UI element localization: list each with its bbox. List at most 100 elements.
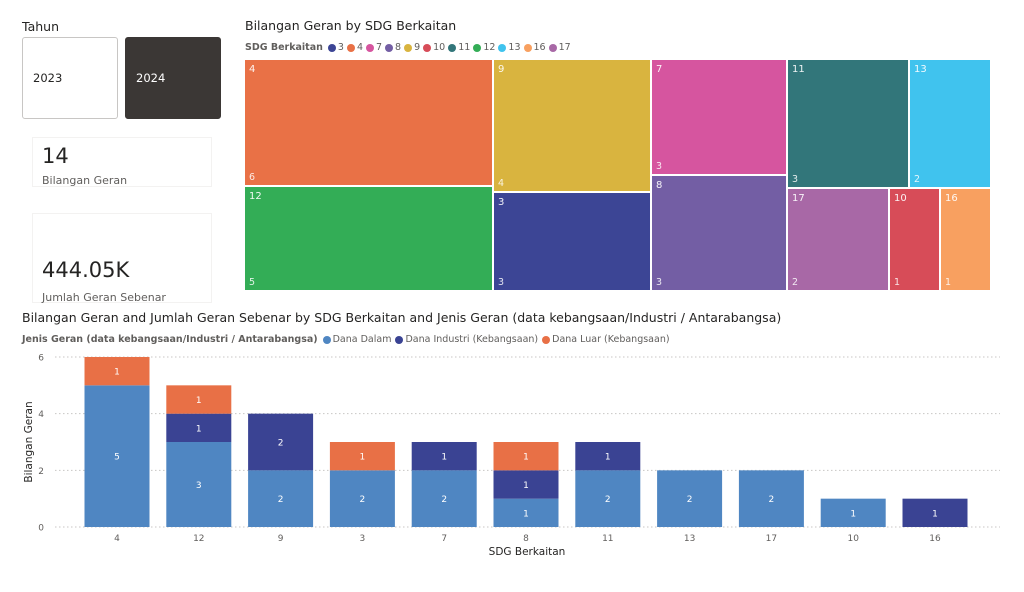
tile-category-label: 17	[792, 193, 805, 204]
bar-data-label: 2	[278, 439, 284, 449]
bar-segment[interactable]	[166, 385, 232, 414]
tile-category-label: 11	[792, 64, 805, 75]
bar-segment[interactable]	[84, 357, 150, 386]
bar-segment[interactable]	[657, 470, 723, 527]
legend-item[interactable]: Dana Luar (Kebangsaan)	[542, 334, 670, 345]
tile-value-label: 1	[945, 277, 952, 288]
legend-dot-icon	[327, 43, 336, 52]
bar-segment[interactable]	[738, 470, 804, 527]
kpi-card-bilangan-geran: 14 Bilangan Geran	[32, 137, 212, 187]
legend-item[interactable]: 17	[548, 42, 571, 53]
bar-data-label: 1	[605, 453, 611, 463]
y-tick-label: 2	[38, 467, 44, 477]
tile-category-label: 13	[914, 64, 927, 75]
tile-category-label: 9	[498, 64, 505, 75]
bar-segment[interactable]	[411, 470, 477, 527]
x-tick-label: 4	[114, 534, 120, 544]
legend-item[interactable]: 7	[366, 42, 382, 53]
tile-value-label: 3	[792, 174, 799, 185]
legend-item[interactable]: 3	[327, 42, 344, 53]
treemap-tile-sdg-11[interactable]: 11 3	[788, 60, 908, 187]
legend-item[interactable]: 12	[473, 42, 495, 53]
legend-item[interactable]: 8	[385, 42, 401, 53]
tile-category-label: 16	[945, 193, 958, 204]
kpi-value: 14	[42, 144, 69, 168]
bar-segment[interactable]	[493, 470, 559, 499]
bar-segment[interactable]	[820, 498, 886, 527]
slicer-title: Tahun	[22, 19, 59, 34]
legend-label: 9	[414, 42, 421, 53]
bar-data-label: 1	[523, 453, 529, 463]
treemap-tile-sdg-16[interactable]: 16 1	[941, 189, 990, 290]
bar-data-label: 1	[523, 509, 529, 519]
x-tick-label: 11	[602, 534, 613, 544]
bar-segment[interactable]	[493, 498, 559, 527]
bar-segment[interactable]	[84, 385, 150, 527]
year-option-2024[interactable]: 2024	[125, 37, 221, 119]
legend-item[interactable]: 10	[423, 42, 445, 53]
legend-dot-icon	[395, 335, 404, 344]
legend-dot-icon	[366, 43, 374, 52]
legend-dot-icon	[523, 43, 532, 52]
legend-dot-icon	[346, 43, 355, 52]
y-tick-label: 4	[38, 410, 44, 420]
legend-item[interactable]: 4	[346, 42, 363, 53]
bar-data-label: 1	[932, 509, 938, 519]
bar-data-label: 5	[114, 453, 120, 463]
bar-segment[interactable]	[902, 498, 968, 527]
legend-item[interactable]: 16	[523, 42, 546, 53]
legend-dot-icon	[542, 335, 551, 344]
treemap-tile-sdg-13[interactable]: 13 2	[910, 60, 990, 187]
tile-value-label: 3	[498, 277, 505, 288]
legend-item[interactable]: Dana Dalam	[322, 334, 391, 345]
bar-segment[interactable]	[329, 470, 395, 527]
bar-segment[interactable]	[248, 470, 314, 527]
bar-segment[interactable]	[166, 442, 232, 527]
x-tick-label: 3	[360, 534, 366, 544]
treemap-tile-sdg-10[interactable]: 10 1	[890, 189, 939, 290]
x-tick-label: 7	[441, 534, 447, 544]
legend-item[interactable]: 9	[404, 42, 420, 53]
tile-value-label: 1	[894, 277, 901, 288]
year-option-2023[interactable]: 2023	[22, 37, 118, 119]
treemap-legend: SDG Berkaitan 3 4 7 8 9 10 11 12 13 16 17	[245, 42, 574, 53]
bar-segment[interactable]	[329, 442, 395, 471]
treemap-tile-sdg-17[interactable]: 17 2	[788, 189, 888, 290]
tile-value-label: 6	[249, 172, 256, 183]
bar-segment[interactable]	[166, 413, 232, 442]
bar-data-label: 2	[441, 495, 447, 505]
bar-segment[interactable]	[575, 442, 641, 471]
year-option-label: 2024	[136, 71, 166, 85]
bar-segment[interactable]	[411, 442, 477, 471]
kpi-label: Jumlah Geran Sebenar	[42, 291, 166, 304]
tile-value-label: 5	[249, 277, 256, 288]
legend-item[interactable]: Dana Industri (Kebangsaan)	[395, 334, 538, 345]
bar-segment[interactable]	[575, 470, 641, 527]
legend-dot-icon	[423, 43, 432, 52]
y-axis-label: Bilangan Geran	[23, 401, 35, 482]
y-tick-label: 6	[38, 354, 44, 364]
bar-data-label: 1	[441, 453, 447, 463]
legend-item[interactable]: 11	[448, 42, 470, 53]
bar-data-label: 1	[523, 481, 529, 491]
legend-label: 16	[533, 42, 546, 53]
legend-label: 12	[483, 42, 496, 53]
bar-chart-legend: Jenis Geran (data kebangsaan/Industri / …	[22, 334, 674, 345]
bar-segment[interactable]	[493, 442, 559, 471]
bar-segment[interactable]	[248, 413, 314, 471]
x-tick-label: 9	[278, 534, 284, 544]
treemap-title: Bilangan Geran by SDG Berkaitan	[245, 18, 457, 33]
treemap-tile-sdg-12[interactable]: 12 5	[245, 187, 492, 290]
legend-item[interactable]: 13	[498, 42, 521, 53]
legend-dot-icon	[404, 43, 413, 52]
tile-category-label: 3	[498, 197, 505, 208]
x-tick-label: 16	[929, 534, 941, 544]
bar-chart-title: Bilangan Geran and Jumlah Geran Sebenar …	[22, 310, 782, 325]
bar-data-label: 1	[196, 424, 202, 434]
